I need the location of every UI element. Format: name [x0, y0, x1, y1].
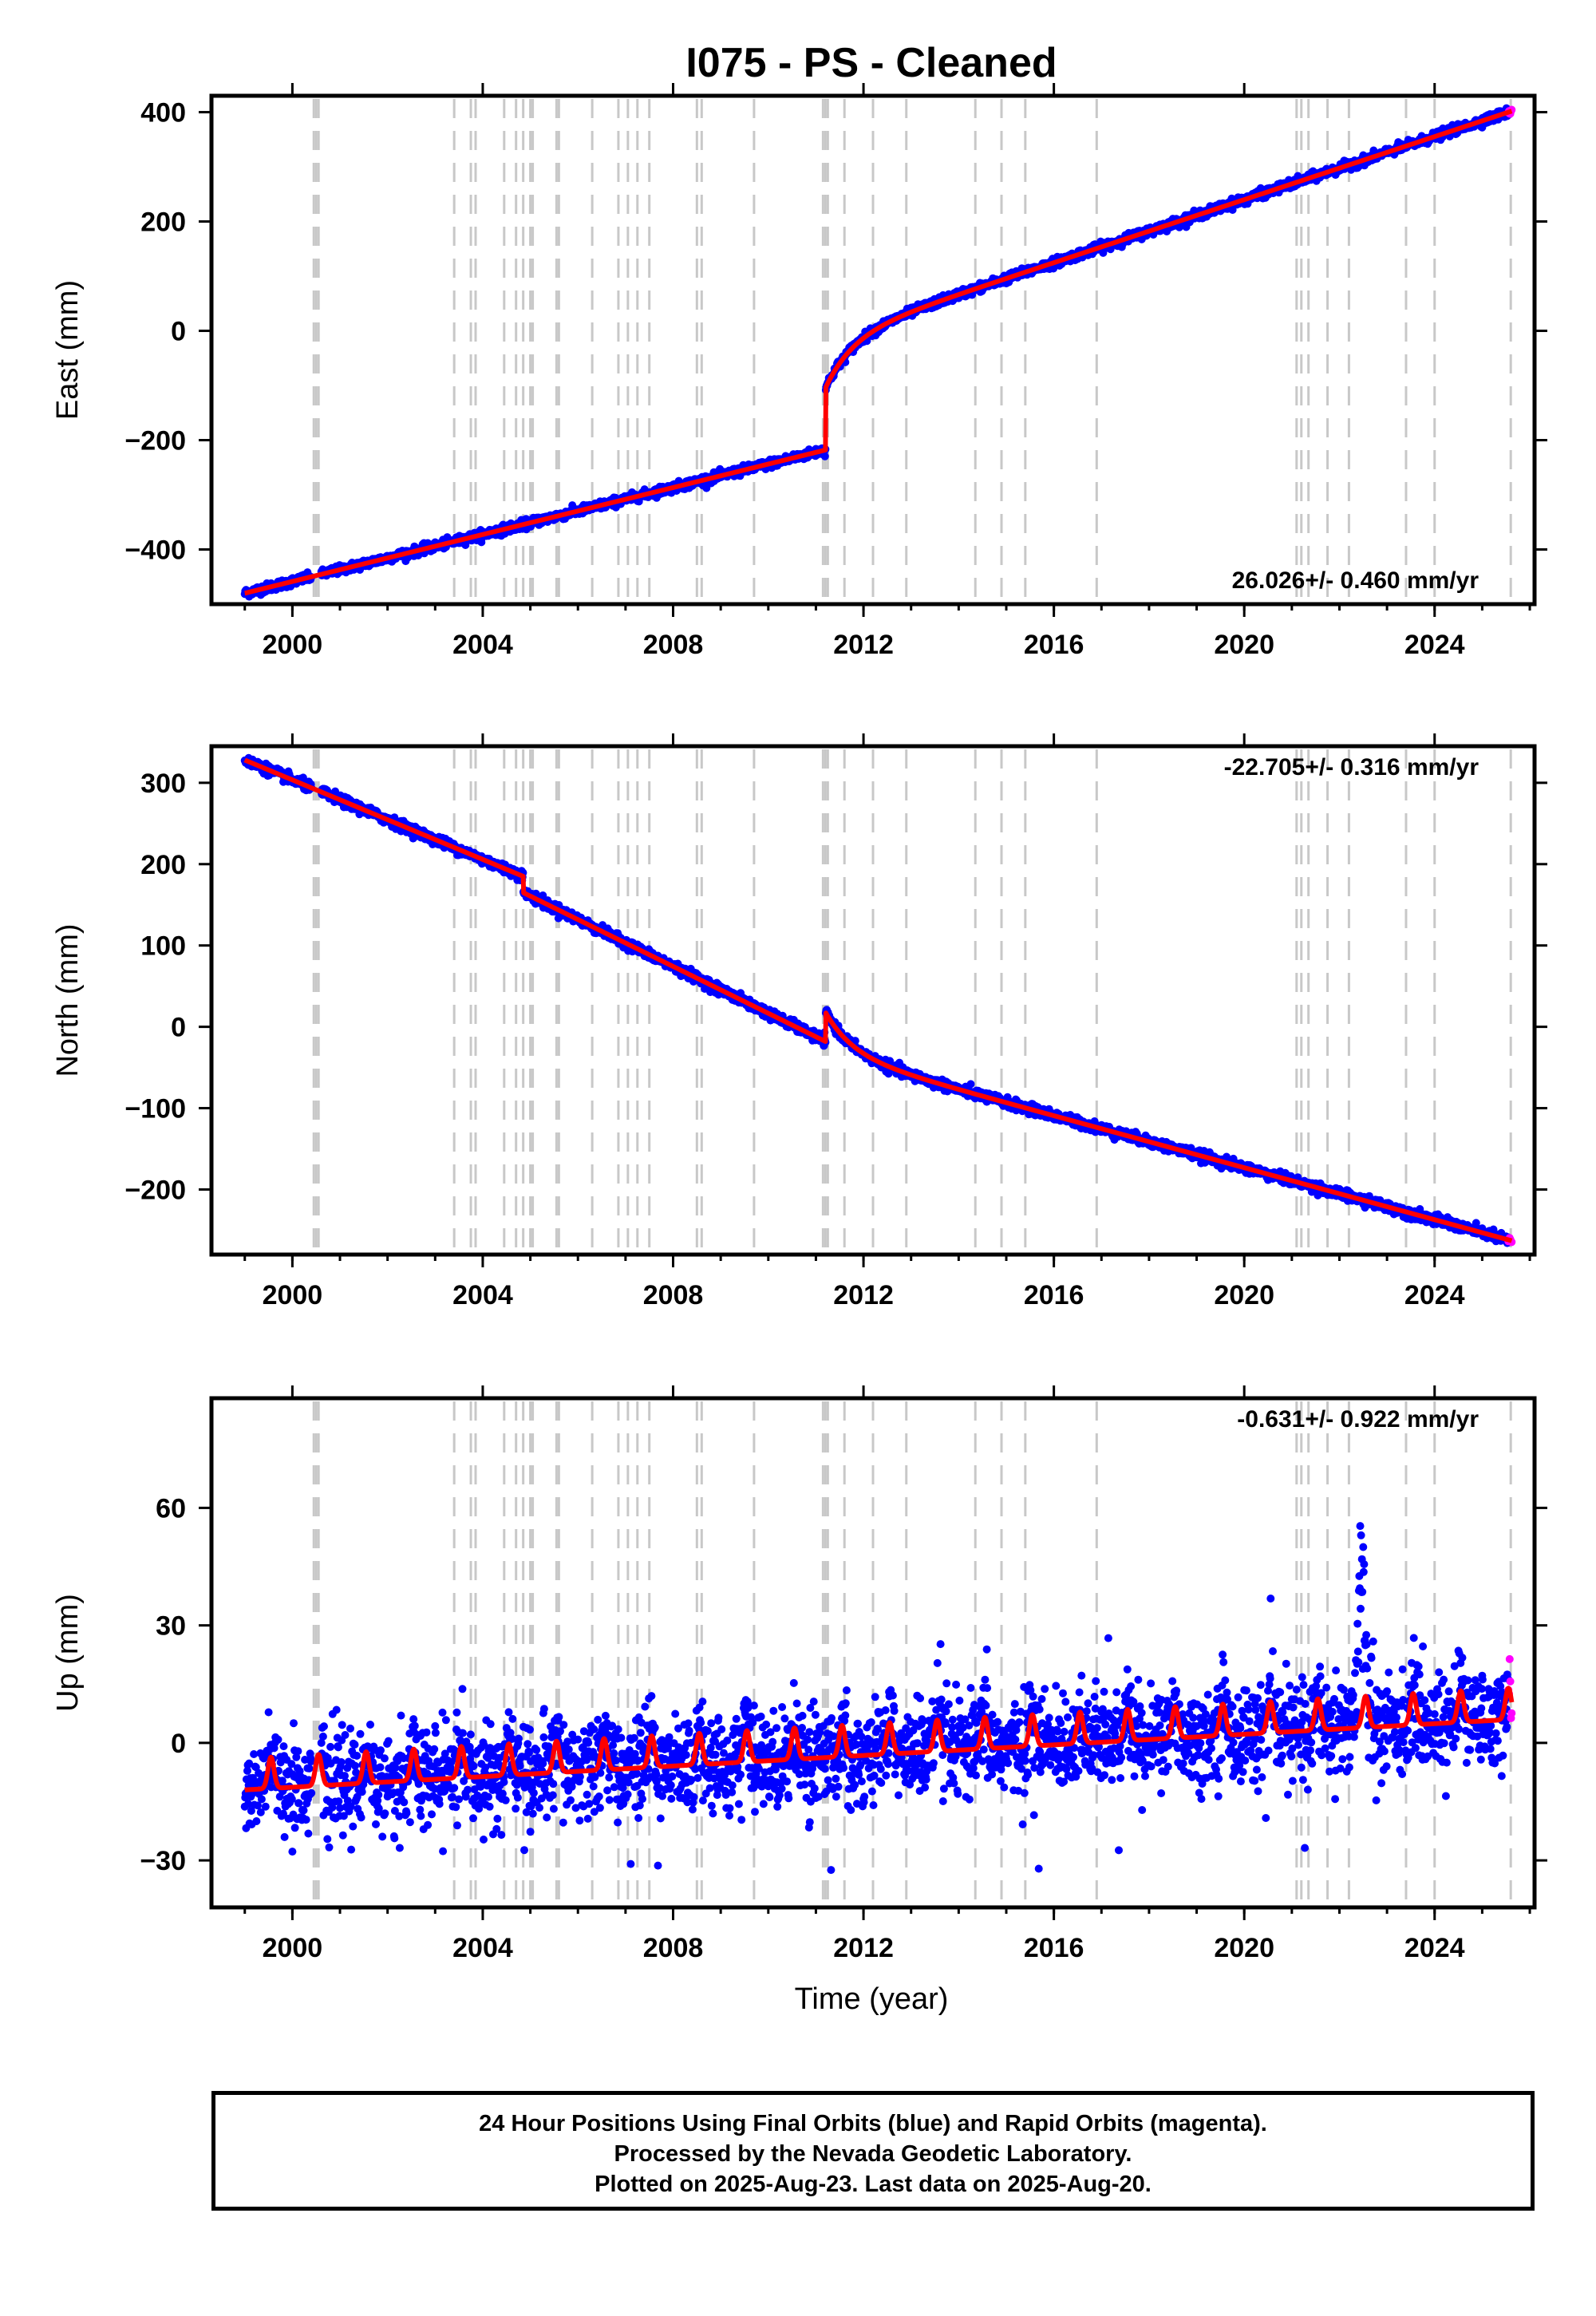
y-tick-label: −400: [124, 536, 186, 566]
event-lines: [312, 99, 1512, 601]
y-tick-label: 200: [140, 207, 186, 238]
x-tick-label: 2004: [452, 630, 513, 660]
x-tick-label: 2016: [1024, 630, 1084, 660]
y-tick-label: 0: [171, 317, 186, 347]
x-tick-label: 2008: [643, 630, 704, 660]
x-tick-label: 2020: [1214, 630, 1274, 660]
x-tick-label: 2012: [833, 630, 894, 660]
panels: 2000 2004 2008 2012 2016 2020 2024 −400 −200 0 200…: [51, 83, 1547, 1963]
rate-label: 26.026+/- 0.460 mm/yr: [1232, 567, 1479, 594]
data-point: [966, 1080, 975, 1089]
y-tick-label: 400: [140, 98, 186, 128]
y-axis-label: East (mm): [51, 280, 85, 420]
panel-north: 2000 2004 2008 2012 2016 2020 2024−200−1000100…: [51, 733, 1547, 1310]
panel-east: 2000 2004 2008 2012 2016 2020 2024 −400 −200 0 200…: [51, 83, 1547, 660]
model-fit: [243, 109, 1514, 596]
x-tick-label: 2000: [263, 630, 323, 660]
fit-line: [243, 109, 1514, 596]
x-tick-label: 2024: [1404, 630, 1465, 660]
y-tick-label: −200: [124, 426, 186, 456]
event-lines: [312, 749, 1512, 1251]
final-orbit-points: [240, 753, 1512, 1247]
data-point: [820, 452, 829, 460]
chart-title: I075 - PS - Cleaned: [685, 40, 1057, 86]
final-orbit-points: [240, 104, 1512, 601]
